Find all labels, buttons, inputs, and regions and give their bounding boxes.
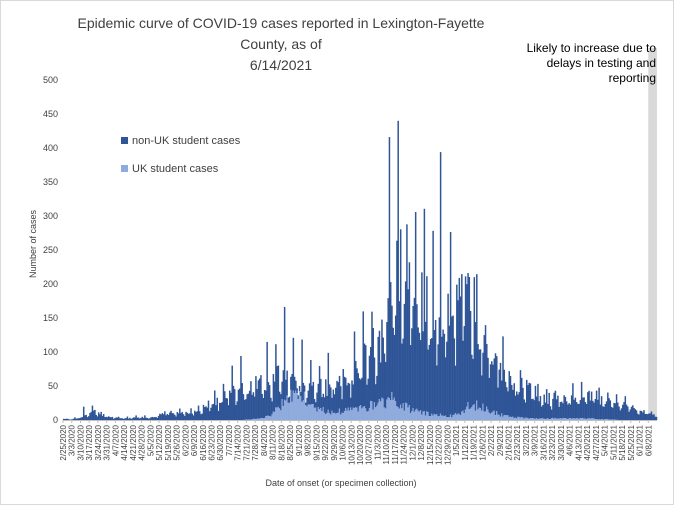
- x-tick-label: 11/10/2020: [382, 424, 391, 464]
- x-tick-label: 12/29/2020: [443, 424, 452, 465]
- x-tick-label: 10/6/2020: [339, 424, 348, 460]
- x-tick-label: 7/7/2020: [225, 424, 234, 456]
- x-tick-label: 4/20/2021: [583, 424, 592, 460]
- x-tick-label: 11/24/2020: [400, 424, 409, 464]
- x-tick-label: 3/24/2020: [94, 424, 103, 460]
- reporting-delay-band: [648, 48, 657, 420]
- x-tick-label: 6/1/2021: [636, 424, 645, 456]
- y-tick-label: 250: [43, 245, 58, 255]
- x-tick-label: 5/19/2020: [164, 424, 173, 460]
- x-tick-label: 5/26/2020: [173, 424, 182, 460]
- x-tick-label: 3/16/2021: [539, 424, 548, 460]
- x-tick-label: 5/5/2020: [146, 424, 155, 456]
- x-tick-label: 12/22/2020: [435, 424, 444, 465]
- x-tick-label: 10/20/2020: [356, 424, 365, 465]
- x-tick-label: 3/9/2021: [531, 424, 540, 456]
- legend-swatch: [121, 137, 128, 144]
- x-tick-label: 9/1/2020: [295, 424, 304, 456]
- x-tick-label: 5/4/2021: [601, 424, 610, 456]
- x-axis-label: Date of onset (or specimen collection): [201, 476, 481, 490]
- x-tick-label: 2/25/2020: [59, 424, 68, 460]
- x-tick-label: 3/23/2021: [548, 424, 557, 460]
- bar-non-uk-student-cases: [296, 388, 297, 393]
- x-tick-label: 12/15/2020: [426, 424, 435, 465]
- x-tick-label: 6/23/2020: [208, 424, 217, 460]
- x-tick-label: 4/13/2021: [574, 424, 583, 460]
- x-tick-label: 1/12/2021: [461, 424, 470, 460]
- x-tick-label: 1/19/2021: [470, 424, 479, 460]
- reporting-delay-annotation: Likely to increase due to delays in test…: [501, 41, 656, 86]
- x-tick-label: 11/17/2020: [391, 424, 400, 464]
- x-tick-label: 6/2/2020: [181, 424, 190, 456]
- x-tick-label: 4/14/2020: [120, 424, 129, 460]
- x-tick-label: 3/30/2021: [557, 424, 566, 460]
- x-tick-label: 6/8/2021: [644, 424, 653, 456]
- x-tick-label: 1/5/2021: [452, 424, 461, 456]
- y-tick-label: 150: [43, 313, 58, 323]
- x-tick-label: 7/28/2020: [251, 424, 260, 460]
- x-tick-label: 2/2/2021: [487, 424, 496, 456]
- x-tick-label: 12/8/2020: [417, 424, 426, 460]
- x-tick-label: 4/6/2021: [566, 424, 575, 456]
- x-tick-label: 4/7/2020: [111, 424, 120, 456]
- x-tick-label: 12/1/2020: [408, 424, 417, 460]
- y-tick-label: 50: [48, 381, 58, 391]
- legend-label: UK student cases: [132, 163, 219, 175]
- x-tick-label: 3/3/2020: [68, 424, 77, 456]
- x-tick-label: 4/27/2021: [592, 424, 601, 460]
- y-axis-label: Number of cases: [26, 234, 40, 278]
- x-tick-label: 7/14/2020: [234, 424, 243, 460]
- x-tick-label: 8/11/2020: [269, 424, 278, 460]
- x-tick-label: 6/16/2020: [199, 424, 208, 460]
- x-tick-label: 10/13/2020: [347, 424, 356, 465]
- legend: non-UK student cases UK student cases: [121, 135, 241, 175]
- x-tick-label: 5/18/2021: [618, 424, 627, 460]
- x-tick-label: 11/3/2020: [373, 424, 382, 460]
- bar-non-uk-student-cases: [299, 386, 300, 391]
- x-tick-label: 2/16/2021: [505, 424, 514, 460]
- x-tick-label: 9/8/2020: [304, 424, 313, 456]
- x-tick-label: 10/27/2020: [365, 424, 374, 465]
- bar-non-uk-student-cases: [286, 371, 287, 396]
- y-tick-label: 300: [43, 211, 58, 221]
- x-tick-label: 9/15/2020: [312, 424, 321, 460]
- bar-non-uk-student-cases: [304, 385, 305, 391]
- reporting-delay-band-layer: [648, 48, 657, 420]
- bar-non-uk-student-cases: [656, 417, 657, 420]
- x-tick-label: 3/2/2021: [522, 424, 531, 456]
- y-tick-label: 400: [43, 143, 58, 153]
- x-tick-label: 9/22/2020: [321, 424, 330, 460]
- x-tick-label: 6/30/2020: [216, 424, 225, 460]
- legend-swatch: [121, 165, 128, 172]
- y-tick-label: 100: [43, 347, 58, 357]
- y-tick-label: 450: [43, 109, 58, 119]
- x-tick-label: 8/25/2020: [286, 424, 295, 460]
- x-tick-label: 8/18/2020: [277, 424, 286, 460]
- x-tick-label: 2/9/2021: [496, 424, 505, 456]
- x-tick-label: 5/11/2021: [609, 424, 618, 460]
- x-tick-label: 3/10/2020: [76, 424, 85, 460]
- x-tick-label: 6/9/2020: [190, 424, 199, 456]
- x-tick-label: 5/12/2020: [155, 424, 164, 460]
- x-tick-label: 7/21/2020: [242, 424, 251, 460]
- x-tick-label: 5/25/2021: [627, 424, 636, 460]
- x-tick-label: 2/23/2021: [513, 424, 522, 460]
- y-tick-label: 350: [43, 177, 58, 187]
- x-tick-label: 4/28/2020: [138, 424, 147, 460]
- x-tick-label: 4/21/2020: [129, 424, 138, 460]
- y-tick-label: 500: [43, 75, 58, 85]
- y-tick-label: 200: [43, 279, 58, 289]
- x-tick-label: 3/31/2020: [103, 424, 112, 460]
- y-tick-label: 0: [53, 415, 58, 425]
- x-tick-label: 1/26/2021: [478, 424, 487, 460]
- x-tick-label: 3/17/2020: [85, 424, 94, 460]
- x-tick-label: 8/4/2020: [260, 424, 269, 456]
- legend-label: non-UK student cases: [132, 135, 241, 147]
- x-tick-label: 9/29/2020: [330, 424, 339, 460]
